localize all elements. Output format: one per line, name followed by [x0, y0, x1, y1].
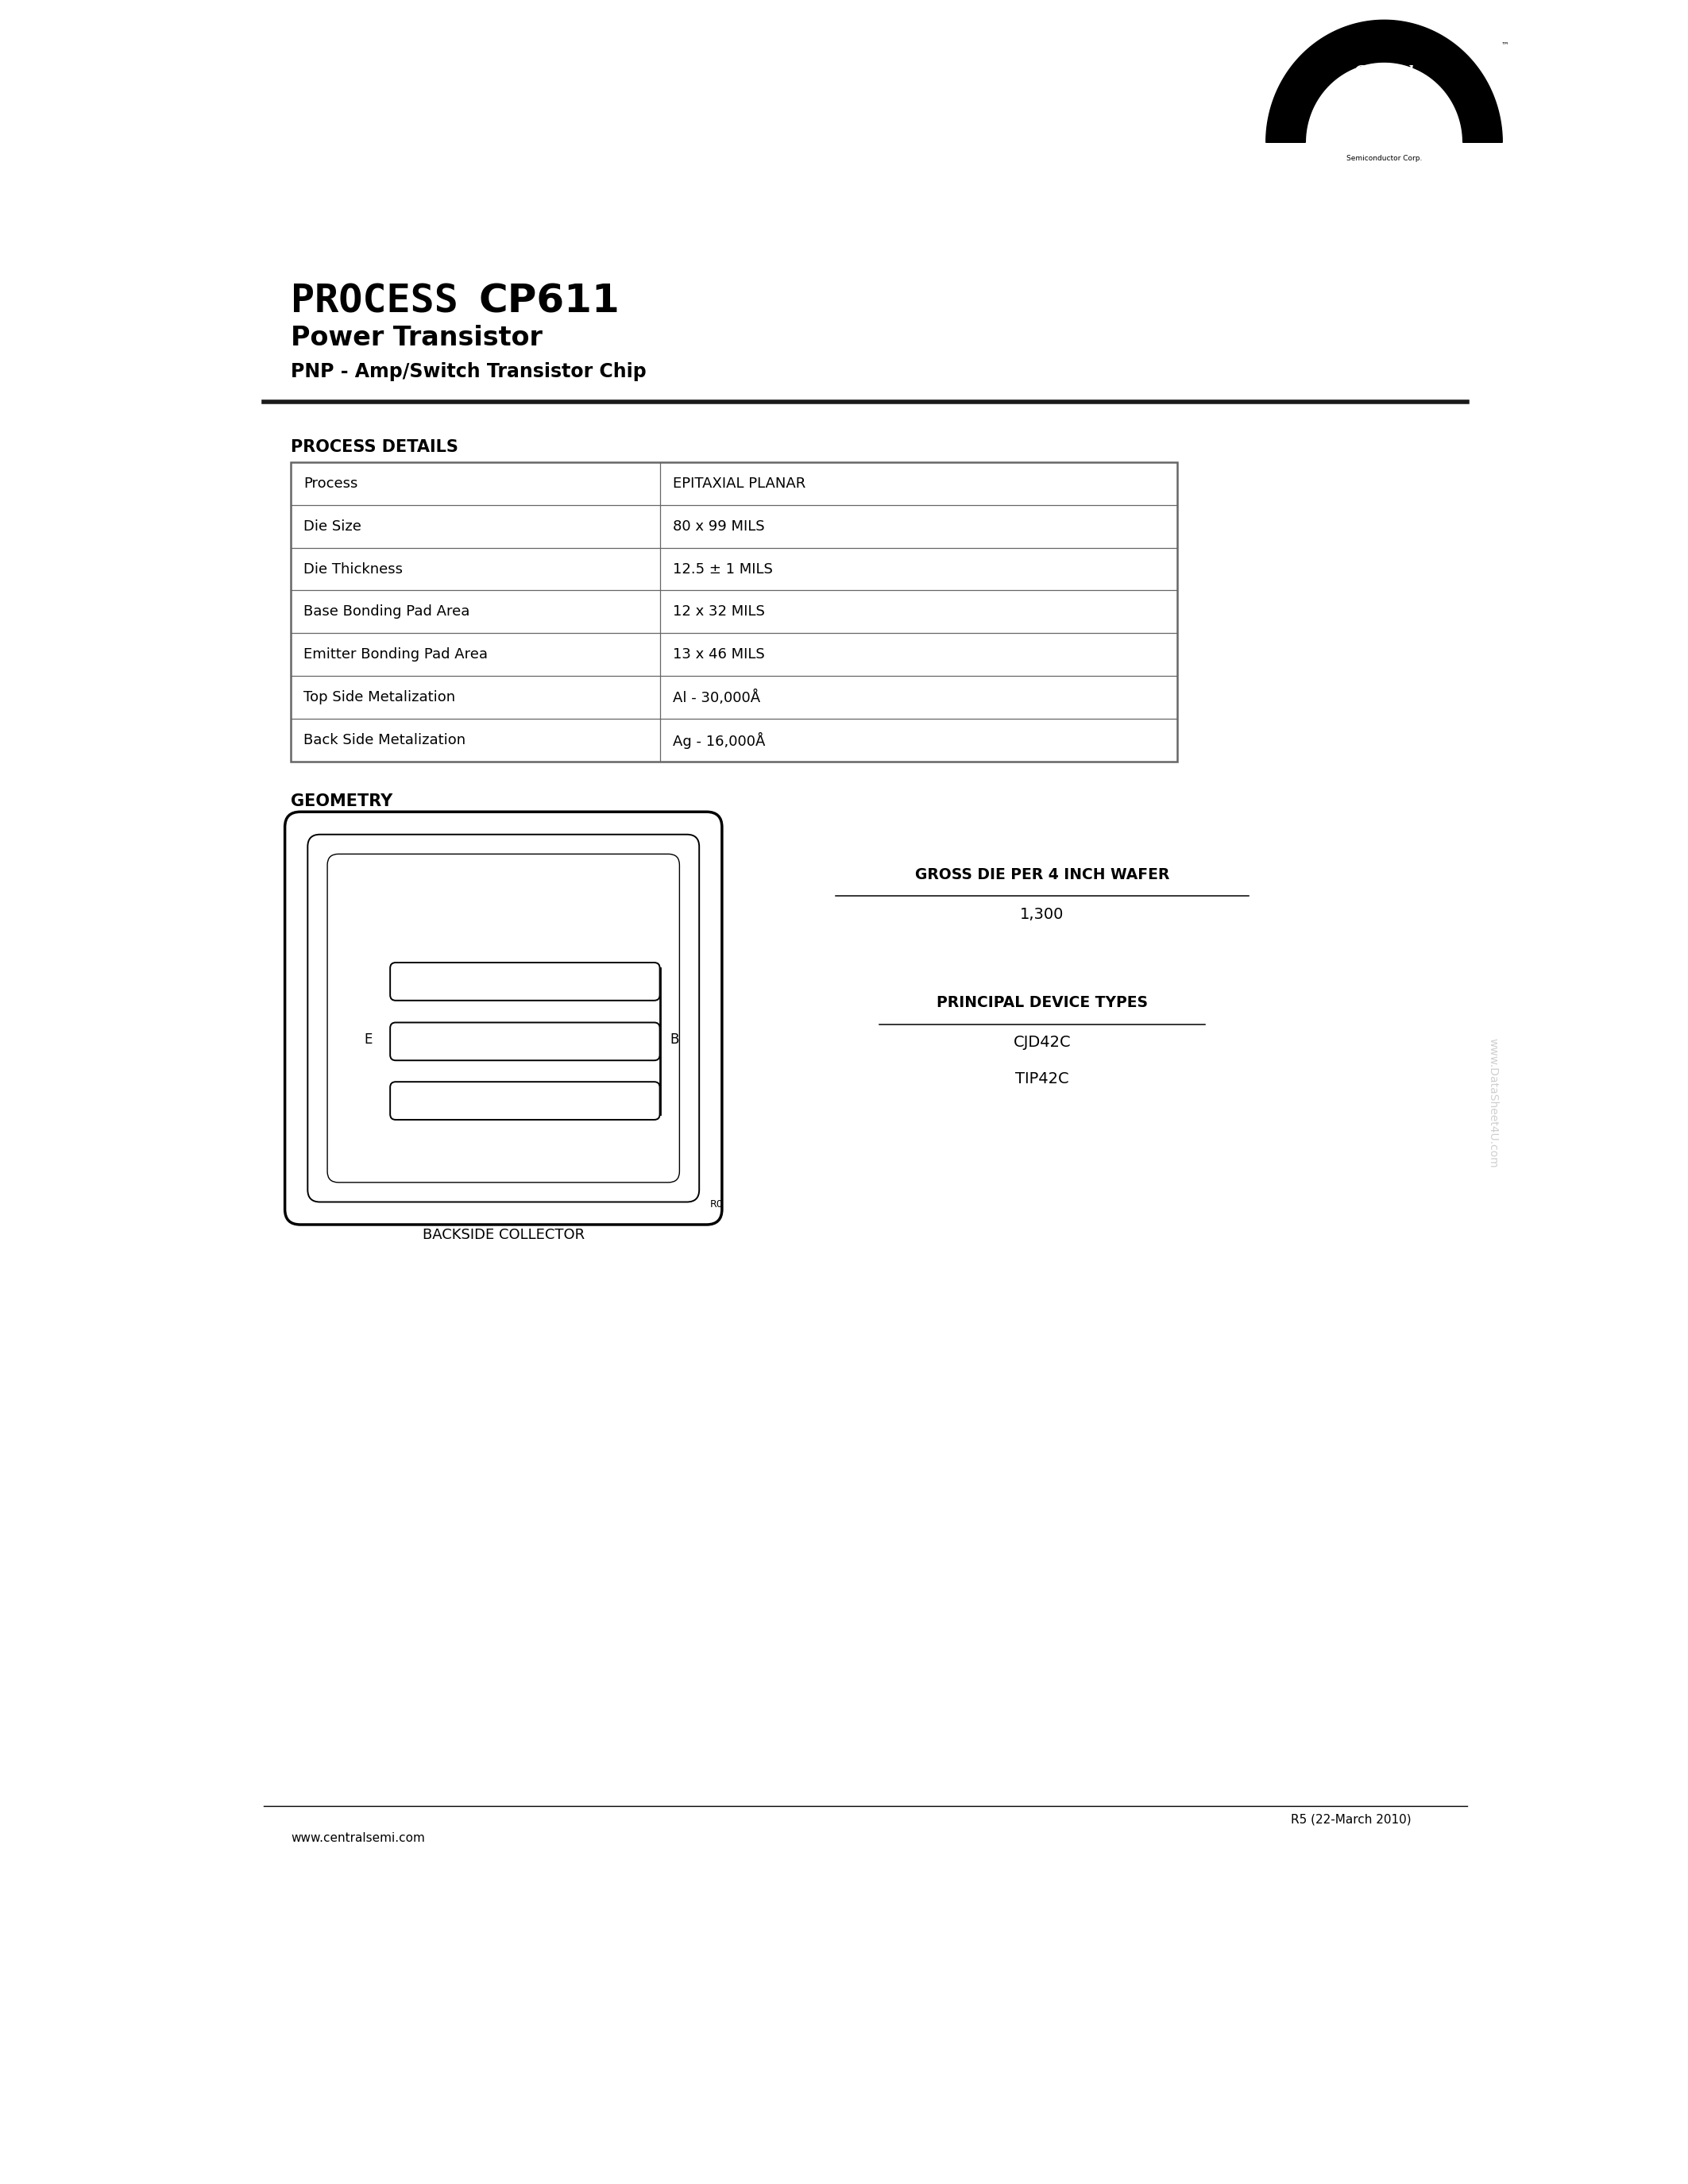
Text: BACKSIDE COLLECTOR: BACKSIDE COLLECTOR	[422, 1227, 584, 1243]
Text: Central: Central	[1354, 66, 1415, 79]
Text: Semiconductor Corp.: Semiconductor Corp.	[1347, 155, 1421, 162]
Text: PRINCIPAL DEVICE TYPES: PRINCIPAL DEVICE TYPES	[937, 996, 1148, 1011]
Text: Emitter Bonding Pad Area: Emitter Bonding Pad Area	[304, 646, 488, 662]
Text: GROSS DIE PER 4 INCH WAFER: GROSS DIE PER 4 INCH WAFER	[915, 867, 1170, 882]
Text: GEOMETRY: GEOMETRY	[290, 793, 393, 810]
Text: R0: R0	[711, 1199, 724, 1210]
Text: ™: ™	[1501, 41, 1509, 48]
Text: CJD42C: CJD42C	[1013, 1035, 1070, 1051]
Text: Process: Process	[304, 476, 358, 491]
Text: Power Transistor: Power Transistor	[290, 325, 544, 352]
Text: 1,300: 1,300	[1020, 906, 1063, 922]
Text: Base Bonding Pad Area: Base Bonding Pad Area	[304, 605, 469, 618]
Text: Ag - 16,000Å: Ag - 16,000Å	[674, 732, 765, 749]
Text: CP611: CP611	[479, 282, 619, 321]
Text: 80 x 99 MILS: 80 x 99 MILS	[674, 520, 765, 533]
Bar	[290, 463, 1178, 762]
FancyBboxPatch shape	[285, 812, 722, 1225]
Text: Top Side Metalization: Top Side Metalization	[304, 690, 456, 705]
Text: E: E	[365, 1033, 371, 1046]
Text: Die Size: Die Size	[304, 520, 361, 533]
FancyBboxPatch shape	[390, 963, 660, 1000]
Text: www.DataSheet4U.com: www.DataSheet4U.com	[1487, 1037, 1499, 1168]
Text: EPITAXIAL PLANAR: EPITAXIAL PLANAR	[674, 476, 805, 491]
Text: TIP42C: TIP42C	[1014, 1072, 1069, 1088]
Text: PROCESS DETAILS: PROCESS DETAILS	[290, 439, 459, 454]
Text: 12.5 ± 1 MILS: 12.5 ± 1 MILS	[674, 561, 773, 577]
Text: www.centralsemi.com: www.centralsemi.com	[290, 1832, 425, 1843]
Text: PROCESS: PROCESS	[290, 282, 459, 321]
FancyBboxPatch shape	[390, 1081, 660, 1120]
Text: PNP - Amp/Switch Transistor Chip: PNP - Amp/Switch Transistor Chip	[290, 363, 647, 382]
Text: 13 x 46 MILS: 13 x 46 MILS	[674, 646, 765, 662]
Text: R5 (22-March 2010): R5 (22-March 2010)	[1291, 1813, 1411, 1826]
Text: Al - 30,000Å: Al - 30,000Å	[674, 690, 760, 705]
FancyBboxPatch shape	[327, 854, 680, 1182]
Text: Die Thickness: Die Thickness	[304, 561, 403, 577]
FancyBboxPatch shape	[307, 834, 699, 1201]
Polygon shape	[1266, 20, 1502, 142]
Text: B: B	[670, 1033, 679, 1046]
Text: 12 x 32 MILS: 12 x 32 MILS	[674, 605, 765, 618]
Text: Back Side Metalization: Back Side Metalization	[304, 734, 466, 747]
FancyBboxPatch shape	[390, 1022, 660, 1061]
